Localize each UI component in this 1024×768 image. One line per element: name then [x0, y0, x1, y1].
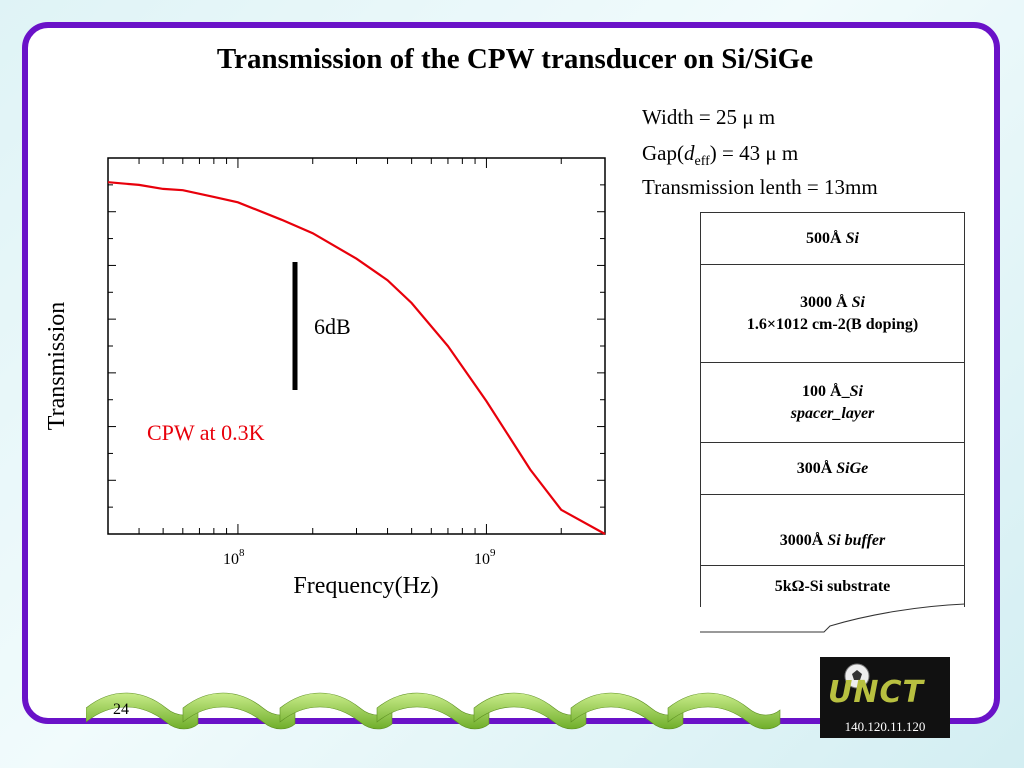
layer-3000a-si-buffer: 3000Å Si buffer — [700, 494, 965, 566]
gap-param: Gap(deff) = 43 μ m — [642, 140, 798, 175]
layer-si-substrate: 5kΩ- Si substrate — [700, 565, 965, 607]
logo-ip-address: 140.120.11.120 — [844, 719, 926, 734]
layer-500a-si-thickness: 500Å — [806, 229, 846, 247]
scale-bar-label: 6dB — [314, 314, 351, 339]
layer-3000a-si-doped: 3000 Å Si 1.6×1012 cm-2(B doping) — [700, 264, 965, 362]
gap-sub: eff — [694, 154, 710, 170]
wave-segment — [570, 692, 684, 730]
gap-suffix: ) = 43 μ m — [709, 141, 799, 165]
gap-d: d — [683, 141, 695, 165]
layer-100a-spacer: 100 Å_Si spacer_layer — [700, 362, 965, 442]
x-tick-label-1e8: 108 — [223, 547, 245, 568]
substrate-resistivity: 5kΩ- — [774, 577, 810, 595]
layer-500a-si-line1: 500Å Si — [806, 230, 859, 248]
layer-500a-si: 500Å Si — [700, 212, 965, 264]
wave-segment — [86, 692, 199, 730]
slide-title: Transmission of the CPW transducer on Si… — [216, 43, 814, 75]
layer-3000a-si-thickness: 3000 Å — [800, 293, 852, 311]
y-axis-label: Transmission — [44, 302, 70, 430]
layer-100a-material: Si — [849, 382, 863, 400]
logo-text: UNCT — [828, 675, 924, 710]
lab-logo: UNCT 140.120.11.120 — [820, 657, 950, 738]
layer-100a-thickness: 100 Å_ — [802, 382, 850, 400]
layer-stack: 500Å Si 3000 Å Si 1.6×1012 cm-2(B doping… — [700, 212, 965, 633]
y-ticks — [108, 184, 605, 508]
layer-100a-line1: 100 Å_Si — [802, 383, 863, 401]
layer-300a-material: SiGe — [836, 459, 869, 477]
layer-300a-thickness: 300Å — [796, 459, 837, 477]
layer-buffer-thickness: 3000Å — [779, 531, 828, 549]
curve-annotation: CPW at 0.3K — [147, 420, 265, 445]
plot-frame — [107, 157, 606, 535]
transmission-curve — [107, 181, 606, 535]
layer-500a-si-material: Si — [845, 229, 859, 247]
wave-segment — [667, 692, 781, 730]
wave-segment — [182, 692, 296, 730]
layer-buffer-material: Si buffer — [827, 531, 886, 549]
footer-wave-decoration — [86, 692, 781, 730]
width-param: Width = 25 μ m — [642, 105, 776, 129]
wave-segment — [376, 692, 490, 730]
substrate-material: Si substrate — [809, 577, 891, 595]
layer-3000a-si-doping: 1.6×1012 cm-2(B doping) — [746, 315, 919, 333]
layer-3000a-si-material: Si — [851, 293, 865, 311]
soccer-ball-icon — [844, 663, 870, 689]
x-tick-label-1e9: 109 — [474, 547, 496, 568]
substrate-broken-edge — [700, 603, 965, 633]
wave-segment — [473, 692, 587, 730]
x-minor-ticks — [107, 158, 606, 534]
length-param: Transmission lenth = 13mm — [642, 175, 878, 199]
layer-100a-spacer-label: spacer_layer — [790, 404, 875, 422]
x-axis-label: Frequency(Hz) — [293, 573, 438, 599]
layer-300a-line1: 300Å SiGe — [797, 460, 869, 478]
layer-300a-sige: 300Å SiGe — [700, 442, 965, 494]
page-number: 24 — [113, 701, 129, 718]
wave-segment — [279, 692, 393, 730]
layer-3000a-si-line1: 3000 Å Si — [800, 294, 865, 312]
gap-prefix: Gap( — [642, 141, 684, 165]
layer-buffer-line1: 3000Å Si buffer — [780, 532, 886, 550]
